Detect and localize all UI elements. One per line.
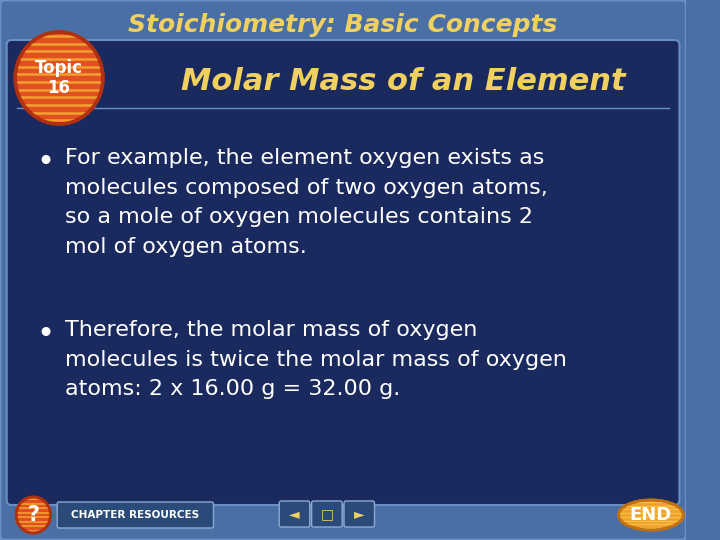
Text: •: •	[37, 148, 55, 177]
Ellipse shape	[618, 500, 683, 530]
Circle shape	[17, 497, 50, 533]
Text: ?: ?	[27, 505, 40, 525]
Text: END: END	[630, 506, 672, 524]
Text: Therefore, the molar mass of oxygen
molecules is twice the molar mass of oxygen
: Therefore, the molar mass of oxygen mole…	[65, 320, 567, 399]
Text: Molar Mass of an Element: Molar Mass of an Element	[181, 68, 626, 97]
FancyBboxPatch shape	[57, 502, 213, 528]
Text: ◄: ◄	[289, 507, 300, 521]
Text: For example, the element oxygen exists as
molecules composed of two oxygen atoms: For example, the element oxygen exists a…	[65, 148, 547, 257]
Text: Topic
16: Topic 16	[35, 59, 83, 97]
Text: □: □	[320, 507, 333, 521]
Text: •: •	[37, 320, 55, 349]
FancyBboxPatch shape	[312, 501, 342, 527]
FancyBboxPatch shape	[0, 0, 686, 540]
Text: Stoichiometry: Basic Concepts: Stoichiometry: Basic Concepts	[128, 13, 558, 37]
Text: ►: ►	[354, 507, 364, 521]
FancyBboxPatch shape	[6, 40, 680, 505]
Circle shape	[15, 32, 103, 124]
FancyBboxPatch shape	[344, 501, 374, 527]
FancyBboxPatch shape	[279, 501, 310, 527]
Text: CHAPTER RESOURCES: CHAPTER RESOURCES	[71, 510, 199, 520]
